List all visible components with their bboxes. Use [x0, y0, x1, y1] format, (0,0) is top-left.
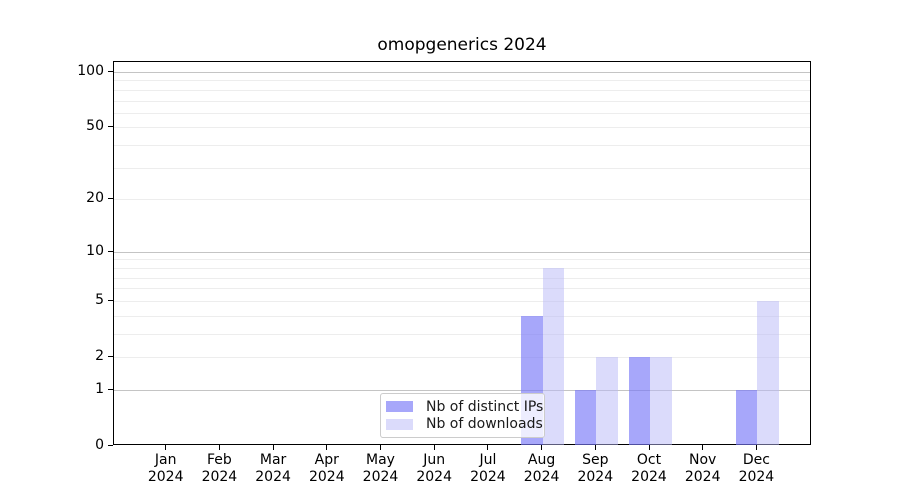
y-gridline-minor [114, 100, 810, 102]
x-tick-label: Apr 2024 [308, 452, 345, 485]
y-gridline-major [114, 251, 810, 253]
y-tick-mark [108, 356, 113, 357]
y-gridline-minor [114, 277, 810, 279]
y-gridline-minor [114, 300, 810, 302]
x-tick-mark [541, 445, 543, 450]
bar-distinct-ips [574, 389, 597, 445]
y-gridline-minor [114, 199, 810, 201]
x-tick-mark [326, 445, 328, 450]
y-tick-label: 0 [95, 437, 104, 453]
x-tick-mark [380, 445, 381, 450]
y-gridline-minor [114, 259, 810, 261]
x-tick-label: Aug 2024 [523, 452, 560, 485]
y-gridline-minor [114, 145, 810, 147]
plot-area: Nb of distinct IPs Nb of downloads [113, 61, 811, 445]
x-tick-mark [218, 445, 220, 450]
x-tick-mark [165, 445, 167, 450]
x-tick-mark [648, 445, 650, 450]
legend-label-distinct-ips: Nb of distinct IPs [426, 398, 544, 415]
x-tick-label: Mar 2024 [255, 452, 291, 485]
x-tick-label: May 2024 [362, 452, 399, 485]
y-gridline-minor [114, 127, 810, 129]
x-tick-label: Nov 2024 [684, 452, 721, 485]
y-gridline-minor [114, 80, 810, 82]
y-tick-label: 10 [86, 242, 104, 259]
x-tick-label: Jul 2024 [470, 452, 506, 485]
legend-item-downloads: Nb of downloads [386, 416, 543, 434]
y-gridline-major [114, 389, 810, 391]
y-tick-label: 2 [95, 348, 104, 364]
y-tick-mark [108, 198, 113, 200]
bar-downloads [542, 267, 565, 445]
y-gridline-minor [114, 267, 810, 269]
bar-distinct-ips [628, 357, 650, 445]
y-gridline-minor [114, 288, 810, 290]
y-gridline-minor [114, 89, 810, 91]
y-tick-mark [108, 71, 113, 72]
y-tick-mark [108, 445, 113, 446]
x-tick-label: Dec 2024 [738, 452, 775, 485]
legend-swatch-distinct-ips-icon [386, 401, 413, 413]
y-tick-label: 20 [86, 190, 104, 207]
legend-swatch-downloads-icon [386, 418, 413, 430]
y-tick-label: 50 [86, 118, 104, 135]
x-tick-label: Jan 2024 [147, 452, 184, 485]
x-tick-mark [755, 445, 757, 450]
bar-distinct-ips [735, 389, 758, 445]
bar-downloads [757, 300, 779, 445]
y-tick-mark [108, 250, 113, 252]
legend-label-downloads: Nb of downloads [426, 416, 543, 433]
bar-downloads [596, 357, 618, 445]
y-tick-label: 1 [95, 380, 104, 397]
x-tick-mark [272, 445, 274, 450]
y-tick-mark [108, 126, 113, 128]
x-tick-label: Feb 2024 [201, 452, 238, 485]
x-tick-mark [433, 445, 435, 450]
legend-item-distinct-ips: Nb of distinct IPs [386, 398, 543, 416]
y-gridline-minor [114, 357, 810, 358]
y-tick-mark [108, 388, 113, 390]
y-tick-label: 5 [95, 291, 104, 308]
x-tick-mark [594, 445, 596, 450]
y-gridline-major [114, 72, 810, 73]
y-tick-label: 100 [77, 63, 104, 79]
chart-title: omopgenerics 2024 [377, 35, 547, 55]
legend: Nb of distinct IPs Nb of downloads [380, 393, 545, 438]
x-tick-label: Jun 2024 [416, 452, 452, 485]
y-gridline-minor [114, 112, 810, 114]
y-gridline-minor [114, 315, 810, 317]
y-gridline-minor [114, 333, 810, 335]
x-tick-label: Sep 2024 [577, 452, 614, 485]
x-tick-mark [702, 445, 704, 450]
x-tick-label: Oct 2024 [631, 452, 667, 485]
x-tick-mark [487, 445, 489, 450]
bar-downloads [650, 357, 672, 445]
y-tick-mark [108, 299, 113, 301]
y-gridline-minor [114, 167, 810, 169]
